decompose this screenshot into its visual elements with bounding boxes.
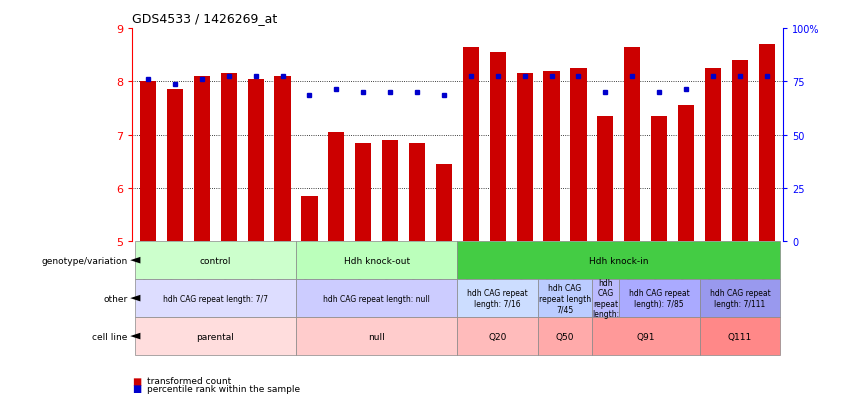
Text: percentile rank within the sample: percentile rank within the sample (147, 384, 300, 393)
Text: hdh CAG
repeat length
7/45: hdh CAG repeat length 7/45 (539, 284, 591, 313)
Text: transformed count: transformed count (147, 376, 231, 385)
Bar (517, 74, 533, 242)
Bar (597, 116, 614, 242)
Text: Q91: Q91 (637, 332, 655, 341)
Text: hdh
CAG
repeat
length:: hdh CAG repeat length: (591, 278, 619, 318)
Bar (463, 47, 479, 242)
Text: cell line: cell line (92, 332, 128, 341)
Bar (436, 164, 452, 242)
Bar (194, 77, 210, 242)
Text: Q50: Q50 (556, 332, 574, 341)
Bar (544, 71, 560, 242)
Bar (705, 69, 721, 242)
Text: Q20: Q20 (488, 332, 507, 341)
Bar (382, 140, 398, 242)
Bar (759, 45, 775, 242)
Bar (328, 133, 345, 242)
Text: hdh CAG repeat
length): 7/85: hdh CAG repeat length): 7/85 (629, 289, 689, 308)
Text: Hdh knock-in: Hdh knock-in (589, 256, 648, 265)
Bar (678, 106, 694, 242)
Text: Q111: Q111 (728, 332, 752, 341)
Text: hdh CAG repeat
length: 7/16: hdh CAG repeat length: 7/16 (467, 289, 528, 308)
Text: other: other (104, 294, 128, 303)
Bar (570, 69, 586, 242)
Text: hdh CAG repeat length: null: hdh CAG repeat length: null (323, 294, 430, 303)
Bar (651, 116, 667, 242)
Bar (248, 79, 264, 242)
Bar (220, 74, 237, 242)
Bar (409, 143, 426, 242)
Text: hdh CAG repeat length: 7/7: hdh CAG repeat length: 7/7 (163, 294, 268, 303)
Text: hdh CAG repeat
length: 7/111: hdh CAG repeat length: 7/111 (710, 289, 770, 308)
Text: Hdh knock-out: Hdh knock-out (344, 256, 410, 265)
Bar (140, 82, 156, 242)
Text: genotype/variation: genotype/variation (42, 256, 128, 265)
Bar (624, 47, 640, 242)
Text: null: null (368, 332, 386, 341)
Bar (355, 143, 371, 242)
Bar (167, 90, 183, 242)
Text: ■: ■ (132, 383, 141, 393)
Bar (275, 77, 291, 242)
Text: ■: ■ (132, 376, 141, 386)
Text: parental: parental (197, 332, 234, 341)
Text: control: control (199, 256, 231, 265)
Bar (489, 53, 505, 242)
Bar (301, 197, 317, 242)
Text: GDS4533 / 1426269_at: GDS4533 / 1426269_at (132, 12, 277, 25)
Bar (732, 61, 748, 242)
